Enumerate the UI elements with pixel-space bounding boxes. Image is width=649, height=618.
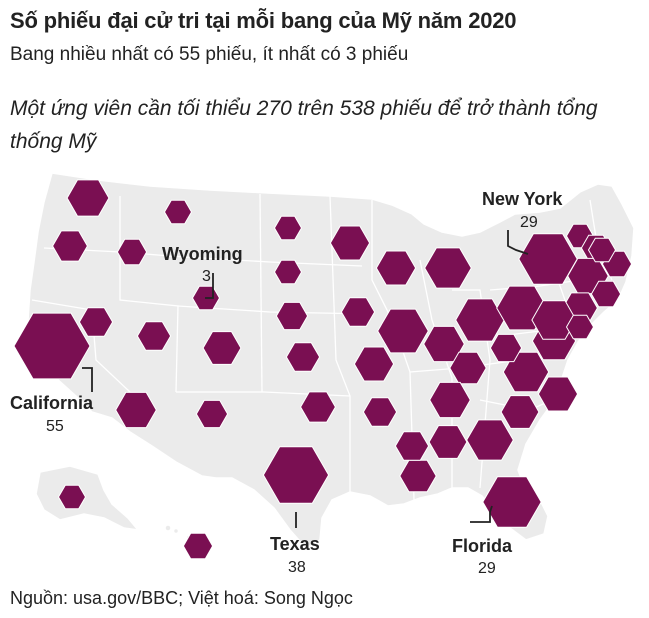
hexagon-co	[202, 331, 242, 365]
wyoming-label: Wyoming	[162, 244, 243, 264]
hexagon-nj	[531, 300, 577, 340]
hexagon-nc	[502, 351, 550, 393]
hexagon-layer	[13, 179, 633, 560]
hexagon-ok	[300, 391, 336, 423]
wyoming-votes: 3	[202, 268, 211, 285]
hexagon-dc	[587, 237, 617, 263]
hexagon-il	[377, 308, 429, 354]
hawaii-island	[172, 527, 180, 535]
state-border	[489, 279, 581, 291]
hexagon-ms	[394, 431, 430, 461]
state-border	[329, 195, 351, 492]
hexagon-az	[115, 391, 157, 429]
hexagon-ut	[136, 321, 172, 351]
texas-label: Texas	[270, 534, 320, 554]
hexagon-or	[52, 230, 88, 262]
state-border	[259, 193, 263, 393]
hexagon-wa	[66, 179, 110, 217]
wyoming-leader	[205, 273, 214, 299]
hexagon-la	[399, 459, 437, 493]
hexagon-ky	[449, 351, 487, 385]
hexagon-ak	[57, 484, 87, 510]
hexagon-fl	[482, 476, 542, 528]
hawaii-island	[164, 524, 172, 532]
new-york-votes: 29	[520, 214, 538, 231]
texas-votes: 38	[288, 559, 306, 576]
hexagon-sd	[273, 259, 303, 285]
hexagon-ca	[13, 312, 91, 380]
hexagon-mo	[353, 346, 395, 382]
hexagon-nv	[78, 307, 114, 337]
callout-labels: California 55 Wyoming 3 New York 29 Texa…	[10, 189, 563, 577]
chart-subtitle: Bang nhiều nhất có 55 phiếu, ít nhất có …	[10, 44, 409, 65]
california-label: California	[10, 393, 94, 413]
hexagon-ne	[275, 301, 309, 331]
hexagon-tn	[429, 381, 471, 419]
alaska-land	[35, 465, 140, 532]
chart-note: Một ứng viên cần tối thiểu 270 trên 538 …	[10, 97, 598, 153]
leader-lines	[82, 230, 529, 528]
california-votes: 55	[46, 418, 64, 435]
hexagon-id	[116, 238, 148, 266]
hexagon-mt	[163, 199, 193, 225]
hexagon-nd	[273, 215, 303, 241]
california-leader	[82, 367, 93, 392]
hexagon-ri	[590, 280, 622, 308]
hexagon-mi	[424, 247, 472, 289]
hexagon-tx	[262, 446, 330, 504]
hexagon-ks	[285, 342, 321, 372]
source-credit: Nguồn: usa.gov/BBC; Việt hoá: Song Ngọc	[10, 588, 353, 608]
hexagon-wv	[489, 333, 523, 363]
florida-leader	[470, 505, 493, 523]
hexagon-wi	[375, 250, 417, 286]
hexagon-nm	[195, 399, 229, 429]
hexagon-al	[428, 425, 468, 459]
hexagon-ia	[340, 297, 376, 327]
new-york-label: New York	[482, 189, 563, 209]
hexagon-ny	[518, 233, 578, 285]
hexagon-mn	[329, 225, 371, 261]
state-border	[167, 255, 363, 267]
hexagon-oh	[455, 298, 505, 342]
florida-label: Florida	[452, 536, 513, 556]
new-york-leader	[507, 230, 529, 255]
hexagon-ga	[466, 419, 514, 461]
hexagon-sc	[500, 395, 540, 429]
florida-votes: 29	[478, 560, 496, 577]
hexagon-md	[537, 376, 579, 412]
hexagon-hi	[182, 532, 214, 560]
hexagon-de	[565, 314, 595, 340]
hexagon-ar	[362, 397, 398, 427]
chart-title: Số phiếu đại cử tri tại mỗi bang của Mỹ …	[10, 8, 517, 33]
